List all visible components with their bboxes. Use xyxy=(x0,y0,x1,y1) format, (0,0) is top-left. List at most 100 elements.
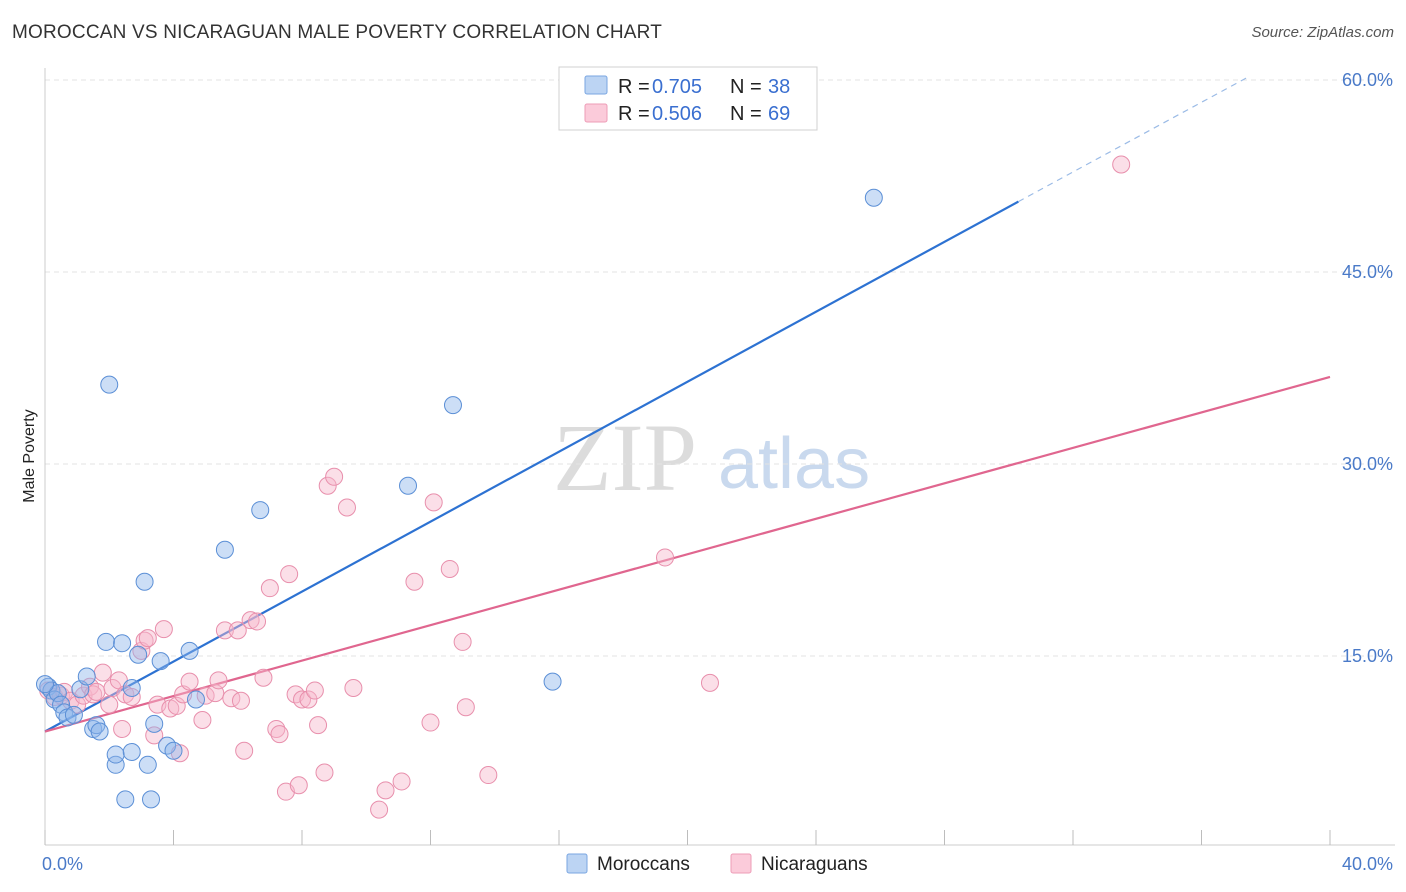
data-point-nicaraguans xyxy=(87,682,106,701)
legend-n-label: N = xyxy=(730,76,762,98)
legend-swatch-moroccans xyxy=(584,75,608,95)
data-point-nicaraguans xyxy=(138,629,157,648)
series-legend-swatch-moroccans xyxy=(566,853,588,874)
data-point-moroccans xyxy=(106,745,125,764)
data-point-nicaraguans xyxy=(231,691,250,710)
x-tick-label: 0.0% xyxy=(42,854,83,874)
data-point-moroccans xyxy=(251,501,270,520)
data-point-moroccans xyxy=(186,690,205,709)
series-legend-nicaraguans: Nicaraguans xyxy=(761,854,868,875)
data-point-nicaraguans xyxy=(405,572,424,591)
trendline-moroccans xyxy=(44,200,1019,733)
data-point-nicaraguans xyxy=(392,772,411,791)
data-point-nicaraguans xyxy=(293,690,311,709)
data-point-moroccans xyxy=(443,396,462,415)
data-point-nicaraguans xyxy=(100,695,119,714)
data-point-moroccans xyxy=(100,375,119,394)
data-point-moroccans xyxy=(48,684,67,703)
data-point-nicaraguans xyxy=(453,632,472,651)
trendline-extension-moroccans xyxy=(1018,75,1250,203)
data-point-nicaraguans xyxy=(260,579,279,598)
data-point-moroccans xyxy=(116,790,135,809)
legend-swatch-nicaraguans xyxy=(584,103,608,123)
data-point-nicaraguans xyxy=(299,690,318,709)
axes xyxy=(44,68,1395,846)
data-point-moroccans xyxy=(151,652,170,671)
data-point-moroccans xyxy=(129,645,148,664)
data-point-nicaraguans xyxy=(1112,155,1131,174)
data-point-nicaraguans xyxy=(479,766,498,785)
data-point-nicaraguans xyxy=(656,548,675,567)
data-point-nicaraguans xyxy=(280,565,299,584)
data-point-nicaraguans xyxy=(93,663,112,682)
data-point-nicaraguans xyxy=(193,711,212,729)
data-point-nicaraguans xyxy=(424,493,443,512)
data-point-nicaraguans xyxy=(456,698,475,717)
series-legend-swatch-nicaraguans xyxy=(730,853,752,874)
legend-n-value: 38 xyxy=(768,76,790,98)
legend-r-value: 0.506 xyxy=(652,103,702,125)
data-point-moroccans xyxy=(77,667,96,686)
tick-labels: 15.0% 30.0% 45.0% 60.0% 0.0% 40.0% xyxy=(42,70,1393,874)
legend-r-label: R = xyxy=(618,76,650,98)
data-point-nicaraguans xyxy=(254,668,273,687)
legend-r-label: R = xyxy=(618,103,650,125)
data-point-moroccans xyxy=(122,679,141,697)
data-point-moroccans xyxy=(215,540,234,559)
data-point-nicaraguans xyxy=(167,696,186,715)
data-point-moroccans xyxy=(138,755,157,774)
data-point-nicaraguans xyxy=(318,476,337,495)
data-point-moroccans xyxy=(864,188,883,207)
gridlines xyxy=(45,79,1395,657)
data-points xyxy=(36,155,1131,819)
data-point-nicaraguans xyxy=(215,621,234,640)
legend-n-value: 69 xyxy=(768,103,790,125)
data-point-nicaraguans xyxy=(248,612,267,631)
data-point-nicaraguans xyxy=(305,681,324,700)
series-legend-moroccans: Moroccans xyxy=(597,854,690,875)
data-point-moroccans xyxy=(97,632,116,651)
legend-box: R = 0.705 N = 38 R = 0.506 N = 69 xyxy=(558,66,818,131)
data-point-nicaraguans xyxy=(421,713,440,732)
data-point-nicaraguans xyxy=(376,781,395,800)
data-point-moroccans xyxy=(145,714,164,733)
data-point-moroccans xyxy=(543,672,562,691)
data-point-nicaraguans xyxy=(309,716,328,735)
data-point-nicaraguans xyxy=(270,725,289,744)
data-point-moroccans xyxy=(90,722,109,741)
trendlines xyxy=(44,75,1331,733)
y-tick-label: 15.0% xyxy=(1342,646,1393,666)
data-point-moroccans xyxy=(399,476,418,495)
data-point-moroccans xyxy=(122,743,141,761)
data-point-nicaraguans xyxy=(154,620,173,639)
data-point-nicaraguans xyxy=(228,621,247,640)
data-point-moroccans xyxy=(164,741,183,760)
series-legend: Moroccans Nicaraguans xyxy=(566,853,868,875)
chart-title: MOROCCAN VS NICARAGUAN MALE POVERTY CORR… xyxy=(12,22,663,43)
data-point-nicaraguans xyxy=(370,800,389,819)
x-tick-label: 40.0% xyxy=(1342,854,1393,874)
data-point-moroccans xyxy=(135,572,154,591)
data-point-nicaraguans xyxy=(113,719,132,738)
data-point-nicaraguans xyxy=(180,672,199,691)
data-point-moroccans xyxy=(142,790,161,809)
y-tick-label: 45.0% xyxy=(1342,262,1393,282)
data-point-moroccans xyxy=(113,634,132,653)
data-point-nicaraguans xyxy=(315,763,334,782)
y-axis-title: Male Poverty xyxy=(21,409,38,502)
y-tick-label: 60.0% xyxy=(1342,70,1393,90)
data-point-moroccans xyxy=(106,755,125,774)
legend-n-label: N = xyxy=(730,103,762,125)
data-point-nicaraguans xyxy=(344,679,363,697)
data-point-moroccans xyxy=(180,641,199,660)
data-point-nicaraguans xyxy=(209,671,228,690)
data-point-nicaraguans xyxy=(325,467,344,486)
data-point-nicaraguans xyxy=(700,673,719,692)
data-point-moroccans xyxy=(64,705,83,724)
source-credit: Source: ZipAtlas.com xyxy=(1251,24,1394,41)
watermark-zip: ZIP xyxy=(553,404,697,511)
trendline-nicaraguans xyxy=(44,375,1331,733)
legend-r-value: 0.705 xyxy=(652,76,702,98)
data-point-nicaraguans xyxy=(267,719,286,738)
